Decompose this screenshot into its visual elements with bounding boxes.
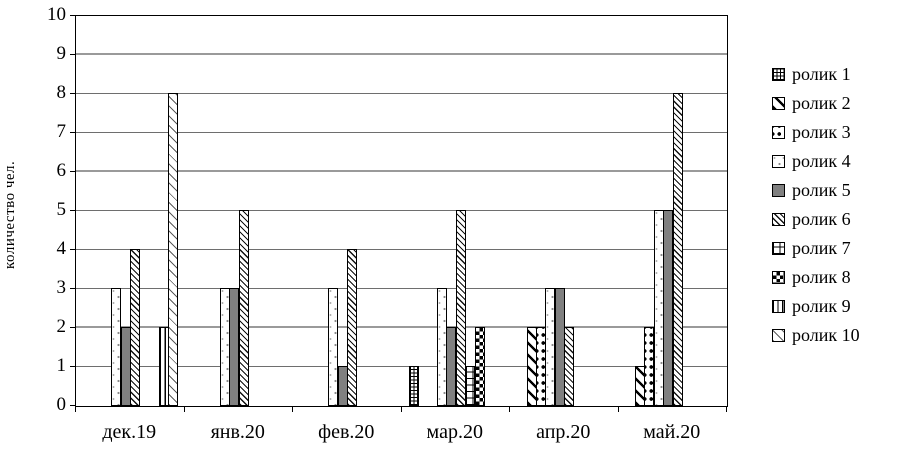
bar-series8-cat4 xyxy=(474,327,485,406)
bar-series6-cat3 xyxy=(347,249,358,406)
y-axis-tick xyxy=(70,327,75,328)
y-tick-label: 6 xyxy=(56,160,67,181)
bar-series1-cat4 xyxy=(408,366,419,406)
y-tick-label: 4 xyxy=(56,238,67,259)
legend: ролик 1 ролик 2 ролик 3 ролик 4 ролик 5 ролик… xyxy=(772,60,860,350)
legend-item-label: ролик 3 xyxy=(792,122,851,142)
y-axis-tick xyxy=(70,249,75,250)
legend-item-rolik-6: ролик 6 xyxy=(772,205,860,234)
y-tick-label: 1 xyxy=(56,355,67,376)
gridline xyxy=(76,366,727,367)
x-tick-label: май.20 xyxy=(643,421,701,443)
x-axis-tick xyxy=(617,406,619,412)
y-tick-label: 8 xyxy=(56,82,67,103)
legend-item-rolik-9: ролик 9 xyxy=(772,292,860,321)
y-axis-tick xyxy=(70,405,75,406)
x-axis-tick xyxy=(183,406,185,412)
gridline xyxy=(76,288,727,289)
legend-swatch-icon xyxy=(772,184,785,197)
y-axis-tick xyxy=(70,366,75,367)
gridline xyxy=(76,170,727,172)
y-axis-title: количество чел. xyxy=(2,160,18,270)
legend-item-label: ролик 9 xyxy=(792,296,851,316)
legend-item-rolik-5: ролик 5 xyxy=(772,176,860,205)
legend-item-label: ролик 5 xyxy=(792,180,851,200)
legend-swatch-icon xyxy=(772,155,785,168)
legend-item-rolik-4: ролик 4 xyxy=(772,147,860,176)
x-axis-tick xyxy=(75,406,76,412)
x-tick-label: мар.20 xyxy=(426,421,483,443)
y-axis-tick xyxy=(70,132,75,133)
y-axis-tick xyxy=(70,171,75,172)
legend-swatch-icon xyxy=(772,126,785,139)
legend-swatch-icon xyxy=(772,300,785,313)
legend-swatch-icon xyxy=(772,271,785,284)
bar-series6-cat4 xyxy=(455,210,466,406)
y-axis-tick xyxy=(70,54,75,55)
legend-item-label: ролик 10 xyxy=(792,325,860,345)
legend-item-label: ролик 2 xyxy=(792,93,851,113)
legend-item-rolik-10: ролик 10 xyxy=(772,321,860,350)
legend-item-label: ролик 1 xyxy=(792,64,851,84)
legend-item-rolik-7: ролик 7 xyxy=(772,234,860,263)
y-tick-label: 7 xyxy=(56,121,67,142)
legend-swatch-icon xyxy=(772,242,785,255)
y-axis-tick xyxy=(70,15,75,16)
y-tick-label: 3 xyxy=(56,277,67,298)
x-tick-label: фев.20 xyxy=(318,421,375,443)
bar-series6-cat5 xyxy=(564,327,575,406)
legend-swatch-icon xyxy=(772,329,785,342)
bar-series6-cat2 xyxy=(238,210,249,406)
legend-item-rolik-2: ролик 2 xyxy=(772,89,860,118)
y-axis-tick xyxy=(70,288,75,289)
gridline xyxy=(76,53,727,55)
y-tick-label: 10 xyxy=(47,4,66,25)
legend-item-label: ролик 7 xyxy=(792,238,851,258)
bar-series10-cat1 xyxy=(167,93,179,406)
legend-item-label: ролик 8 xyxy=(792,267,851,287)
x-axis-tick xyxy=(292,406,293,412)
x-tick-label: апр.20 xyxy=(536,421,591,443)
y-tick-label: 5 xyxy=(56,199,67,220)
legend-item-label: ролик 4 xyxy=(792,151,851,171)
gridline xyxy=(76,132,727,133)
bar-series6-cat1 xyxy=(130,249,141,406)
x-tick-label: дек.19 xyxy=(102,421,157,443)
plot-area xyxy=(75,15,728,407)
gridline xyxy=(76,210,727,211)
x-tick-label: янв.20 xyxy=(210,421,265,443)
gridline xyxy=(76,326,727,328)
legend-item-rolik-3: ролик 3 xyxy=(772,118,860,147)
legend-item-label: ролик 6 xyxy=(792,209,851,229)
legend-swatch-icon xyxy=(772,97,785,110)
gridline xyxy=(76,249,727,250)
y-tick-label: 0 xyxy=(56,394,67,415)
legend-item-rolik-1: ролик 1 xyxy=(772,60,860,89)
y-axis-tick xyxy=(70,210,75,211)
bar-series4-cat3 xyxy=(328,288,339,406)
x-axis-tick xyxy=(400,406,402,412)
y-axis-tick xyxy=(70,93,75,94)
y-tick-label: 9 xyxy=(56,43,67,64)
bar-series6-cat6 xyxy=(672,93,683,406)
legend-swatch-icon xyxy=(772,68,785,81)
x-axis-tick xyxy=(509,406,510,412)
x-axis-tick xyxy=(726,406,727,412)
legend-item-rolik-8: ролик 8 xyxy=(772,263,860,292)
legend-swatch-icon xyxy=(772,213,785,226)
y-tick-label: 2 xyxy=(56,316,67,337)
gridline xyxy=(76,93,727,94)
